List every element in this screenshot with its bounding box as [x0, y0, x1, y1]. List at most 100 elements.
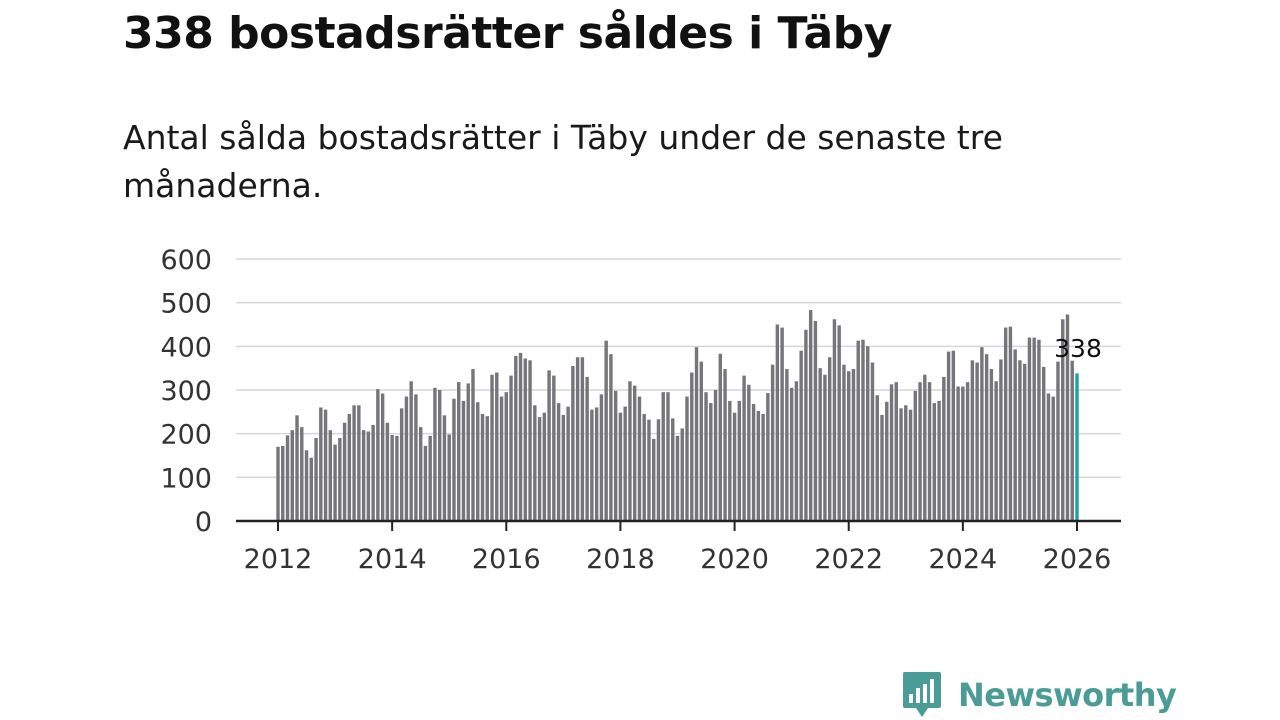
- y-tick-label: 200: [160, 420, 212, 451]
- bar: [361, 430, 366, 521]
- bar: [556, 403, 561, 521]
- bar: [314, 438, 318, 521]
- bar: [984, 354, 989, 521]
- bar: [442, 415, 447, 521]
- y-tick-label: 400: [160, 332, 212, 363]
- bar: [856, 340, 860, 521]
- bar: [913, 390, 918, 521]
- bar: [723, 369, 727, 521]
- bar: [457, 382, 461, 521]
- bar: [1070, 360, 1074, 521]
- bar: [642, 414, 646, 521]
- bar: [423, 445, 428, 521]
- bar: [590, 409, 594, 521]
- x-tick-label: 2022: [814, 544, 883, 575]
- bar: [575, 357, 580, 521]
- bar: [770, 364, 775, 521]
- bar: [390, 434, 394, 521]
- bar: [685, 396, 689, 521]
- bar: [970, 360, 975, 521]
- bars: [276, 310, 1079, 521]
- bar: [409, 381, 413, 521]
- y-tick-label: 0: [195, 507, 212, 538]
- bar: [414, 394, 418, 521]
- bar: [704, 392, 708, 521]
- bar: [552, 375, 556, 521]
- bar: [761, 414, 765, 521]
- bar: [961, 386, 965, 521]
- bar: [594, 407, 599, 521]
- bar: [385, 422, 390, 521]
- bar: [323, 409, 328, 521]
- bar: [309, 457, 313, 521]
- bar: [1018, 360, 1022, 521]
- bar: [832, 319, 837, 521]
- highlight-value-label: 338: [1054, 334, 1102, 363]
- bar: [319, 407, 323, 521]
- bar: [333, 444, 337, 521]
- x-tick-label: 2016: [472, 544, 541, 575]
- bar: [713, 390, 718, 521]
- bar: [866, 346, 870, 521]
- bar: [804, 329, 808, 521]
- bar: [295, 415, 299, 521]
- y-tick-label: 500: [160, 289, 212, 320]
- bar: [989, 369, 994, 521]
- bar: [609, 354, 613, 521]
- bar: [899, 408, 903, 521]
- brand-logo: Newsworthy: [902, 670, 1177, 720]
- bar: [490, 374, 494, 521]
- bar: [718, 353, 723, 521]
- bar: [861, 339, 865, 521]
- x-tick-label: 2018: [586, 544, 655, 575]
- bar: [1046, 393, 1051, 521]
- bar: [827, 357, 832, 521]
- bar: [932, 403, 937, 521]
- bar: [533, 405, 537, 521]
- y-tick-label: 600: [160, 245, 212, 276]
- bar: [495, 372, 499, 521]
- bar: [666, 392, 670, 521]
- bar: [885, 401, 889, 521]
- bar: [980, 347, 984, 521]
- bar: [656, 419, 661, 521]
- newsworthy-logo-icon: [903, 672, 941, 717]
- bar: [1013, 349, 1017, 521]
- bar: [813, 321, 818, 521]
- bar: [1022, 363, 1027, 521]
- bar: [1008, 326, 1013, 521]
- bar: [999, 359, 1003, 521]
- bar: [785, 369, 789, 521]
- bar: [328, 430, 333, 521]
- bar: [789, 387, 794, 521]
- bar: [908, 409, 913, 521]
- bar: [571, 365, 575, 521]
- bar: [818, 368, 822, 521]
- bar: [904, 405, 908, 521]
- bar: [637, 396, 642, 521]
- bar: [281, 445, 285, 521]
- bar: [1061, 319, 1065, 521]
- bar-highlight: [1075, 373, 1079, 521]
- bar: [780, 327, 784, 521]
- bar: [894, 382, 898, 521]
- bar: [476, 402, 480, 521]
- bar: [471, 369, 475, 521]
- bar: [537, 417, 542, 521]
- bar: [709, 403, 713, 521]
- bar: [775, 324, 780, 521]
- bar: [404, 396, 409, 521]
- bar: [499, 396, 504, 521]
- bar: [285, 435, 290, 521]
- bar: [647, 419, 651, 521]
- bar: [737, 400, 742, 521]
- bar: [870, 362, 875, 521]
- bar: [1032, 337, 1036, 521]
- bar: [747, 384, 751, 521]
- bar: [851, 369, 856, 521]
- bar: [694, 347, 699, 521]
- bar: [975, 362, 979, 521]
- bar: [652, 438, 656, 521]
- bar: [1042, 366, 1046, 521]
